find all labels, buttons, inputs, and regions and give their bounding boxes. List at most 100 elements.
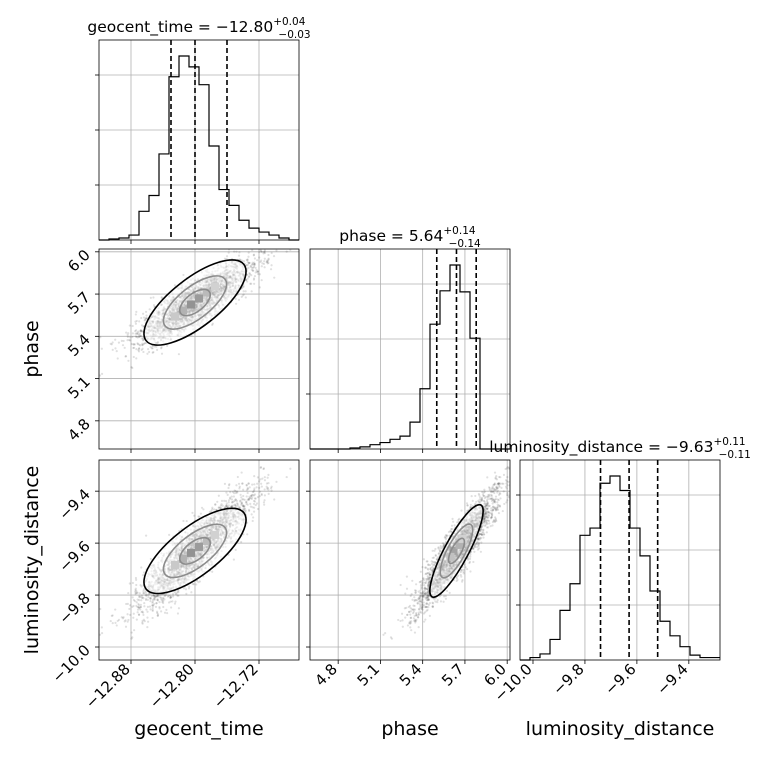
sample-point — [130, 637, 133, 640]
sample-point — [266, 259, 270, 263]
sample-point — [146, 352, 149, 355]
title-phase: phase = 5.64+0.14 −0.14 — [339, 225, 481, 250]
sample-point — [245, 484, 248, 487]
sample-point — [240, 471, 243, 474]
sample-point — [213, 508, 216, 511]
sample-point — [133, 599, 136, 603]
sample-point — [195, 579, 199, 582]
sample-point — [158, 593, 162, 597]
sample-point — [134, 313, 137, 316]
sample-point — [220, 503, 223, 506]
sample-point — [162, 599, 165, 603]
sample-point — [111, 614, 114, 617]
sample-point — [165, 608, 168, 612]
sample-point — [240, 503, 243, 506]
sample-point — [138, 320, 141, 323]
sample-point — [247, 266, 250, 269]
sample-point — [140, 316, 143, 320]
sample-point — [156, 348, 159, 352]
sample-point — [219, 507, 222, 510]
sample-point — [262, 501, 266, 504]
sample-point — [253, 274, 257, 278]
sample-point — [193, 514, 196, 517]
sample-point — [218, 506, 221, 509]
sample-point — [167, 601, 171, 604]
sample-point — [225, 491, 228, 494]
sample-point — [253, 497, 257, 500]
sample-point — [137, 347, 141, 350]
sample-point — [114, 347, 117, 350]
sample-point — [152, 602, 156, 606]
sample-point — [252, 254, 255, 257]
sample-point — [245, 495, 248, 498]
sample-point — [132, 355, 135, 359]
sample-point — [164, 594, 167, 597]
sample-point — [267, 481, 270, 485]
sample-point — [215, 508, 218, 511]
sample-point — [251, 263, 254, 266]
hist-geocent_time-grid — [95, 40, 299, 240]
sample-point — [166, 344, 169, 347]
sample-point — [250, 497, 253, 501]
sample-point — [151, 601, 154, 604]
sample-point — [114, 608, 117, 611]
sample-point — [252, 277, 256, 280]
sample-point — [249, 497, 252, 500]
sample-point — [240, 295, 243, 299]
sample-point — [217, 506, 220, 509]
sample-point — [146, 610, 149, 613]
sample-point — [250, 494, 253, 498]
sample-point — [238, 487, 241, 490]
sample-point — [123, 620, 126, 623]
sample-point — [169, 596, 172, 599]
sample-point — [160, 352, 164, 355]
sample-point — [261, 477, 264, 480]
sample-point — [246, 491, 249, 495]
sample-point — [251, 269, 254, 272]
sample-point — [134, 590, 137, 593]
sample-point — [211, 570, 214, 573]
sample-point — [252, 502, 256, 506]
sample-point — [233, 491, 236, 495]
hist-geocent_time-steps — [99, 55, 299, 241]
sample-point — [227, 501, 230, 504]
sample-point — [148, 308, 151, 311]
sample-point — [251, 519, 254, 523]
sample-point — [140, 566, 143, 569]
sample-point — [258, 250, 261, 254]
sample-point — [127, 359, 130, 362]
sample-point — [99, 607, 102, 611]
sample-point — [251, 249, 254, 252]
sample-point — [256, 272, 260, 276]
sample-point — [285, 250, 288, 253]
sample-point — [136, 342, 139, 345]
sample-point — [258, 495, 261, 498]
sample-point — [266, 487, 269, 490]
sample-point — [140, 596, 144, 600]
sample-point — [192, 583, 195, 586]
sample-point — [240, 502, 243, 505]
sample-point — [138, 592, 141, 595]
sample-point — [267, 488, 270, 491]
sample-point — [269, 487, 273, 490]
sample-point — [230, 501, 234, 504]
sample-point — [251, 496, 254, 499]
sample-point — [249, 265, 252, 268]
sample-point — [173, 590, 176, 593]
sample-point — [245, 264, 248, 267]
sample-point — [135, 310, 138, 314]
sample-point — [246, 261, 249, 264]
sample-point — [240, 502, 244, 505]
sample-point — [140, 330, 143, 333]
sample-point — [141, 610, 144, 613]
sample-point — [140, 594, 143, 597]
sample-point — [126, 620, 129, 623]
sample-point — [153, 596, 156, 599]
sample-point — [252, 510, 256, 513]
sample-point — [171, 600, 174, 603]
sample-point — [149, 608, 152, 611]
sample-point — [159, 596, 162, 599]
sample-point — [248, 486, 251, 489]
sample-point — [197, 515, 200, 518]
panel-geocent_time-vs-phase-frame — [98, 248, 300, 450]
